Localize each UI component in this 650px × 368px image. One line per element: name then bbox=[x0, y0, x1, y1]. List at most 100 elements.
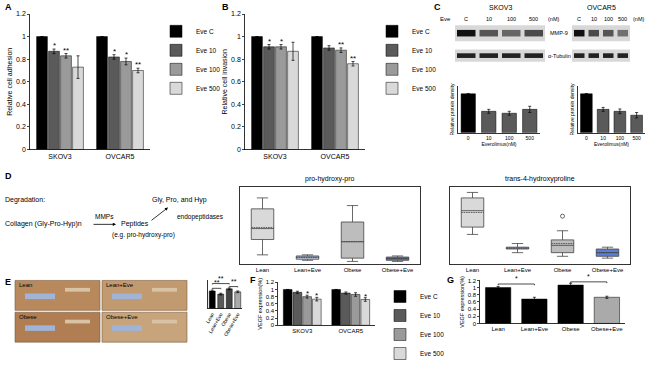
svg-text:0.8: 0.8 bbox=[16, 56, 26, 63]
svg-text:10: 10 bbox=[591, 16, 597, 22]
svg-text:MMPs: MMPs bbox=[95, 213, 114, 220]
svg-text:0.6: 0.6 bbox=[16, 78, 26, 85]
svg-text:*: * bbox=[280, 37, 283, 46]
svg-text:0.4: 0.4 bbox=[16, 101, 26, 108]
svg-text:1.2: 1.2 bbox=[16, 10, 26, 17]
svg-text:500: 500 bbox=[529, 16, 538, 22]
svg-text:0: 0 bbox=[22, 146, 26, 153]
svg-text:G: G bbox=[447, 275, 454, 285]
svg-text:0: 0 bbox=[271, 322, 275, 328]
svg-text:Relative protein density: Relative protein density bbox=[569, 83, 575, 135]
svg-text:Lean: Lean bbox=[256, 267, 269, 273]
svg-text:100: 100 bbox=[505, 135, 514, 141]
svg-text:Obese+Eve: Obese+Eve bbox=[106, 314, 138, 320]
svg-text:trans-4-hydroxyproline: trans-4-hydroxyproline bbox=[505, 175, 575, 183]
svg-text:Eve 100: Eve 100 bbox=[196, 66, 220, 73]
svg-text:1: 1 bbox=[473, 285, 477, 291]
svg-text:**: ** bbox=[350, 54, 356, 63]
svg-text:Eve C: Eve C bbox=[412, 28, 430, 35]
svg-text:OVCAR5: OVCAR5 bbox=[338, 328, 363, 334]
svg-text:500: 500 bbox=[618, 16, 627, 22]
svg-text:endopeptidases: endopeptidases bbox=[177, 213, 224, 221]
svg-text:Gly, Pro, and Hyp: Gly, Pro, and Hyp bbox=[152, 196, 207, 204]
svg-text:Relative cell invasion: Relative cell invasion bbox=[221, 49, 228, 114]
svg-text:Obese+Eve: Obese+Eve bbox=[222, 311, 240, 337]
svg-text:Peptides: Peptides bbox=[121, 220, 149, 228]
svg-text:Lean: Lean bbox=[19, 282, 32, 288]
svg-text:**: ** bbox=[231, 278, 237, 285]
svg-text:*: * bbox=[515, 275, 518, 282]
svg-text:0.8: 0.8 bbox=[468, 292, 477, 298]
svg-text:OVCAR5: OVCAR5 bbox=[321, 153, 350, 160]
svg-text:*: * bbox=[587, 273, 590, 280]
svg-text:100: 100 bbox=[604, 16, 613, 22]
svg-text:Lean+Eve: Lean+Eve bbox=[106, 282, 134, 288]
svg-text:Eve 100: Eve 100 bbox=[420, 331, 444, 338]
svg-text:Lean: Lean bbox=[205, 311, 216, 324]
svg-text:0.2: 0.2 bbox=[231, 123, 241, 130]
svg-text:SKOV3: SKOV3 bbox=[489, 4, 512, 11]
svg-text:0.2: 0.2 bbox=[266, 315, 275, 321]
svg-text:100: 100 bbox=[507, 16, 516, 22]
svg-text:Relative cell adhesion: Relative cell adhesion bbox=[6, 48, 13, 116]
svg-text:1.2: 1.2 bbox=[266, 279, 275, 285]
svg-text:E: E bbox=[5, 277, 11, 287]
svg-text:(nM): (nM) bbox=[548, 16, 559, 22]
svg-text:100: 100 bbox=[616, 135, 625, 141]
svg-text:D: D bbox=[5, 171, 12, 181]
svg-text:500: 500 bbox=[526, 135, 535, 141]
svg-text:0.4: 0.4 bbox=[468, 306, 477, 312]
svg-text:**: ** bbox=[218, 275, 224, 282]
svg-text:Lean+Eve: Lean+Eve bbox=[521, 326, 549, 332]
svg-text:VEGF expression(%): VEGF expression(%) bbox=[257, 278, 263, 330]
svg-text:F: F bbox=[250, 275, 256, 285]
svg-text:Collagen (Gly-Pro-Hyp)n: Collagen (Gly-Pro-Hyp)n bbox=[5, 220, 82, 228]
svg-text:0: 0 bbox=[473, 321, 477, 327]
svg-text:1: 1 bbox=[271, 287, 275, 293]
svg-text:(e.g. pro-hydroxy-pro): (e.g. pro-hydroxy-pro) bbox=[112, 231, 175, 239]
svg-text:Eve 10: Eve 10 bbox=[420, 312, 441, 319]
svg-text:**: ** bbox=[214, 279, 220, 286]
svg-text:*: * bbox=[306, 289, 309, 298]
svg-text:Obese: Obese bbox=[562, 326, 580, 332]
svg-text:SKOV3: SKOV3 bbox=[292, 328, 313, 334]
svg-text:0.8: 0.8 bbox=[266, 294, 275, 300]
svg-text:Obese: Obese bbox=[554, 267, 572, 273]
svg-text:MMP-9: MMP-9 bbox=[550, 30, 568, 36]
svg-text:*: * bbox=[364, 292, 367, 301]
svg-text:Lean+Eve: Lean+Eve bbox=[207, 311, 224, 334]
svg-text:Degradation:: Degradation: bbox=[5, 196, 45, 204]
svg-text:0.4: 0.4 bbox=[266, 308, 275, 314]
svg-text:A: A bbox=[5, 2, 12, 12]
svg-text:0: 0 bbox=[585, 135, 588, 141]
svg-text:OVCAR5: OVCAR5 bbox=[106, 153, 135, 160]
svg-text:0.2: 0.2 bbox=[16, 123, 26, 130]
svg-text:Lean: Lean bbox=[466, 267, 479, 273]
svg-text:1: 1 bbox=[22, 33, 26, 40]
svg-text:Lean+Eve: Lean+Eve bbox=[294, 267, 322, 273]
svg-text:0.6: 0.6 bbox=[231, 78, 241, 85]
svg-text:*: * bbox=[113, 47, 116, 56]
svg-text:Obese+Eve: Obese+Eve bbox=[592, 267, 624, 273]
svg-text:VEGF expression(%): VEGF expression(%) bbox=[459, 276, 465, 328]
svg-text:1.2: 1.2 bbox=[231, 10, 241, 17]
svg-text:Eve 500: Eve 500 bbox=[196, 85, 220, 92]
svg-text:α-Tubulin: α-Tubulin bbox=[548, 53, 571, 59]
svg-text:(nM): (nM) bbox=[633, 16, 644, 22]
svg-text:**: ** bbox=[338, 40, 344, 49]
svg-text:0.4: 0.4 bbox=[231, 101, 241, 108]
svg-text:Obese: Obese bbox=[220, 311, 233, 327]
svg-text:Lean+Eve: Lean+Eve bbox=[504, 267, 532, 273]
svg-text:10: 10 bbox=[486, 16, 492, 22]
svg-text:Eve: Eve bbox=[440, 16, 451, 22]
svg-text:Eve 10: Eve 10 bbox=[196, 47, 217, 54]
svg-text:Everolimus(nM): Everolimus(nM) bbox=[481, 141, 516, 147]
svg-text:*: * bbox=[315, 291, 318, 300]
svg-text:Eve 100: Eve 100 bbox=[412, 66, 436, 73]
svg-text:10: 10 bbox=[486, 135, 492, 141]
svg-text:pro-hydroxy-pro: pro-hydroxy-pro bbox=[305, 175, 355, 183]
svg-text:0.6: 0.6 bbox=[266, 301, 275, 307]
svg-text:1.2: 1.2 bbox=[468, 278, 477, 284]
svg-text:Obese+Eve: Obese+Eve bbox=[591, 326, 623, 332]
svg-text:C: C bbox=[577, 16, 581, 22]
